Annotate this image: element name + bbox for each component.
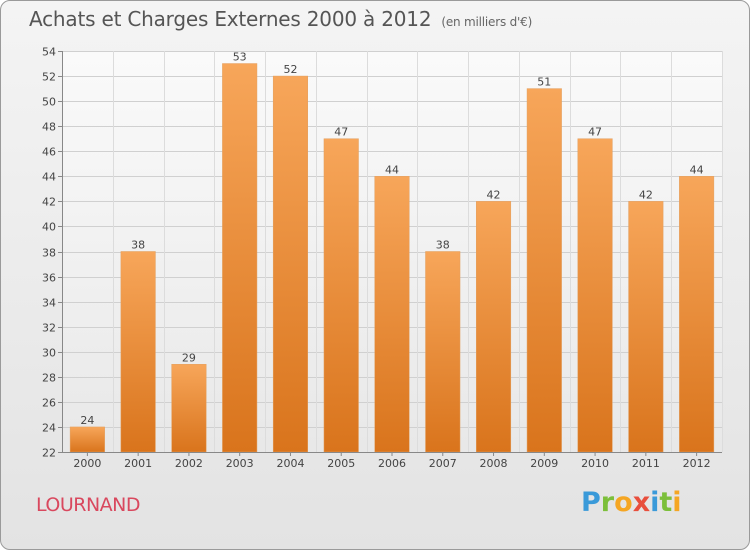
x-tick-label: 2001 (124, 457, 152, 470)
x-tick-label: 2005 (327, 457, 355, 470)
x-tick-label: 2003 (226, 457, 254, 470)
y-tick-label: 22 (42, 447, 56, 460)
x-tick-label: 2000 (73, 457, 101, 470)
chart-subtitle: (en milliers d'€) (441, 15, 533, 29)
logo-letter: i (672, 487, 682, 518)
y-tick-label: 52 (42, 71, 56, 84)
x-tick-label: 2008 (480, 457, 508, 470)
x-tick-label: 2006 (378, 457, 406, 470)
bar-value-label: 47 (334, 126, 348, 139)
y-tick-label: 38 (42, 247, 56, 260)
bar-2006 (374, 176, 410, 453)
bar-value-label: 53 (233, 51, 247, 64)
commune-name: LOURNAND (36, 494, 141, 516)
y-tick-label: 54 (42, 46, 56, 59)
y-tick-label: 50 (42, 96, 56, 109)
bar-value-label: 29 (182, 351, 196, 364)
logo-letter: x (632, 487, 651, 518)
logo-letter: o (614, 487, 633, 518)
logo-letter: P (581, 487, 601, 518)
y-tick-label: 26 (42, 397, 56, 410)
y-tick-label: 32 (42, 322, 56, 335)
bar-value-label: 38 (131, 239, 145, 252)
y-tick-label: 44 (42, 171, 56, 184)
x-tick-label: 2002 (175, 457, 203, 470)
bar-2003 (222, 63, 258, 453)
bar-value-label: 44 (385, 163, 399, 176)
title-text: Achats et Charges Externes 2000 à 2012 (29, 7, 432, 31)
y-tick-label: 24 (42, 422, 56, 435)
proxiti-logo: Proxiti (581, 487, 682, 518)
x-tick-label: 2004 (276, 457, 304, 470)
bar-value-label: 38 (436, 239, 450, 252)
bar-value-label: 24 (80, 414, 94, 427)
y-tick-label: 36 (42, 272, 56, 285)
bar-value-label: 44 (690, 163, 704, 176)
y-tick-label: 34 (42, 297, 56, 310)
bar-2008 (476, 201, 512, 453)
x-tick-label: 2010 (581, 457, 609, 470)
y-tick-label: 48 (42, 121, 56, 134)
bar-2007 (425, 251, 461, 453)
bar-value-label: 42 (487, 188, 501, 201)
bar-2005 (323, 138, 359, 453)
bar-2010 (577, 138, 613, 453)
bar-2004 (272, 75, 308, 453)
y-tick-label: 40 (42, 221, 56, 234)
y-tick-label: 46 (42, 146, 56, 159)
bar-2001 (120, 251, 156, 453)
bar-2012 (679, 176, 715, 453)
bar-value-label: 42 (639, 188, 653, 201)
logo-letter: t (659, 487, 673, 518)
bar-2000 (69, 426, 105, 453)
bar-2011 (628, 201, 664, 453)
y-tick-label: 42 (42, 196, 56, 209)
logo-letter: i (650, 487, 660, 518)
bar-2009 (526, 88, 562, 453)
logo-letter: r (600, 487, 615, 518)
x-tick-label: 2009 (530, 457, 558, 470)
x-tick-label: 2012 (683, 457, 711, 470)
x-tick-label: 2007 (429, 457, 457, 470)
x-tick-label: 2011 (632, 457, 660, 470)
y-tick-label: 28 (42, 372, 56, 385)
bar-value-label: 47 (588, 126, 602, 139)
bar-value-label: 51 (537, 76, 551, 89)
bar-value-label: 52 (283, 63, 297, 76)
y-tick-label: 30 (42, 347, 56, 360)
bar-2002 (171, 364, 207, 453)
chart-title: Achats et Charges Externes 2000 à 2012 (e… (29, 7, 532, 31)
